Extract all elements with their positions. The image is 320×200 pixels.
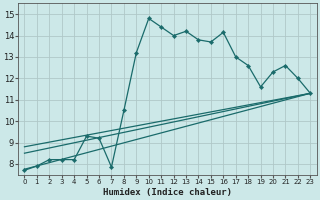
X-axis label: Humidex (Indice chaleur): Humidex (Indice chaleur) xyxy=(103,188,232,197)
